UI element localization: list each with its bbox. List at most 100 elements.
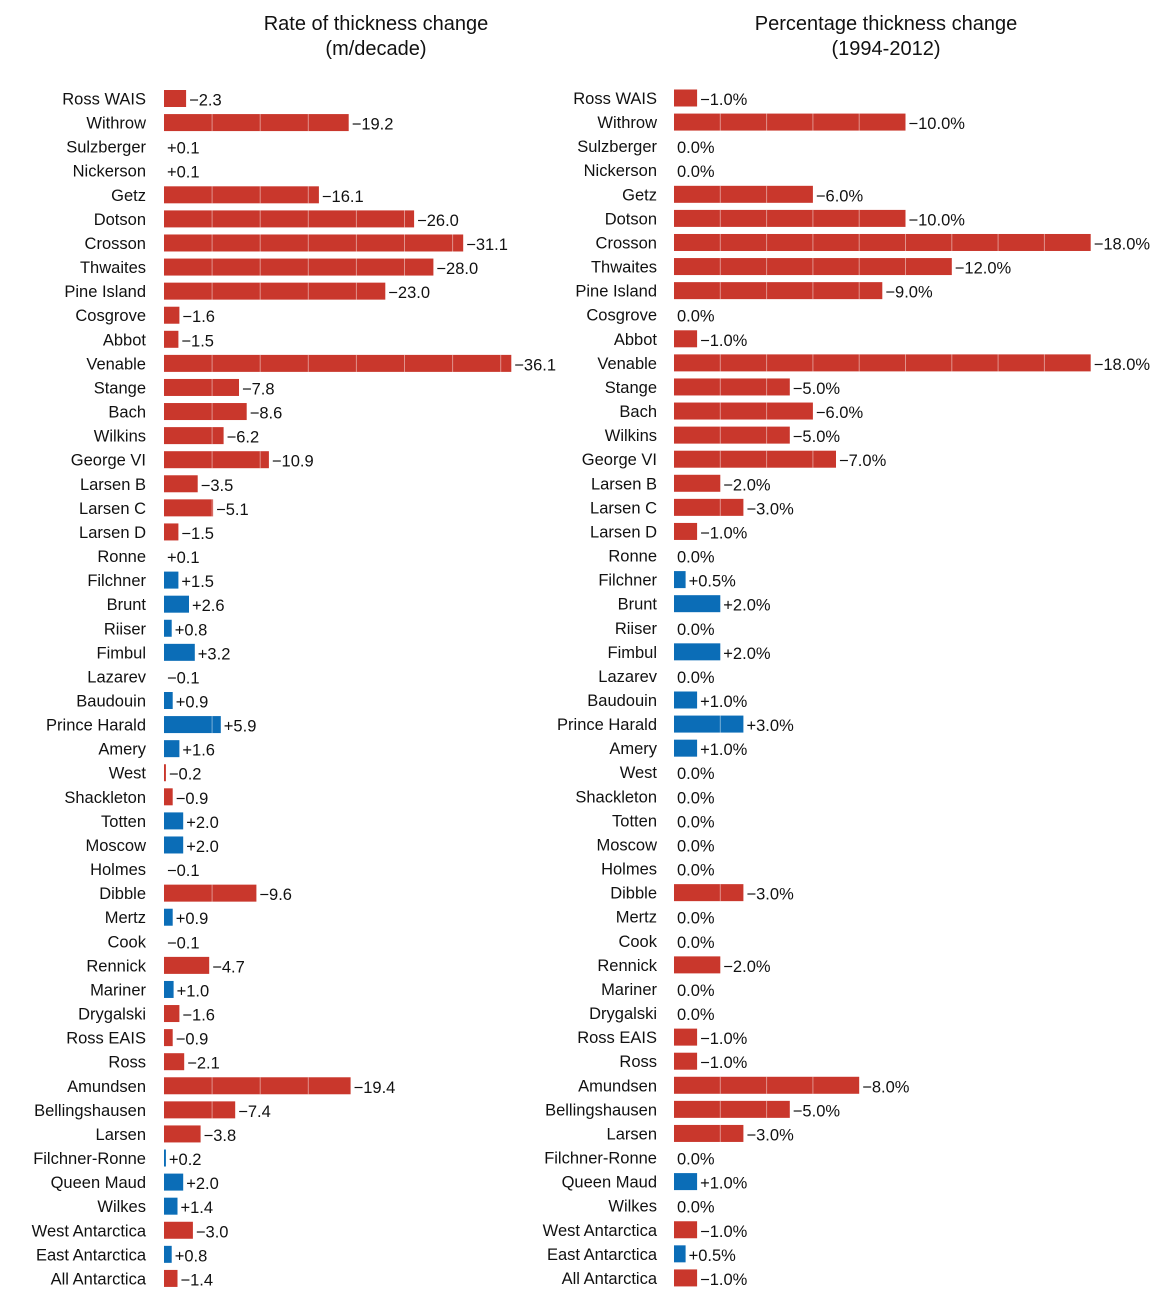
bar-withrow [674,113,906,131]
bar-amundsen [674,1076,860,1094]
value-label-abbot: −1.5 [181,332,214,350]
bar-ross-wais [674,89,698,107]
bar-prince-harald [674,715,744,733]
value-label-filchner-ronne: 0.0% [677,1151,715,1169]
category-label-cook: Cook [107,933,146,951]
bar-prince-harald [164,716,221,734]
category-label-larsen: Larsen [96,1126,146,1144]
category-label-wilkins: Wilkins [94,428,146,446]
value-label-withrow: −19.2 [352,116,394,134]
category-label-riiser: Riiser [104,620,147,638]
category-label-cosgrove: Cosgrove [75,307,146,325]
value-label-bach: −6.0% [816,404,864,422]
value-label-wilkins: −6.2 [227,429,260,447]
value-label-baudouin: +1.0% [700,693,748,711]
value-label-mertz: 0.0% [677,910,715,928]
category-label-getz: Getz [111,187,146,205]
value-label-cosgrove: −1.6 [182,308,215,326]
category-label-dotson: Dotson [605,210,657,228]
bar-filchner [674,571,686,589]
value-label-larsen-d: −1.0% [700,524,748,542]
bar-abbot [674,330,698,348]
value-label-wilkes: 0.0% [677,1199,715,1217]
value-label-drygalski: −1.6 [182,1007,215,1025]
bar-all-antarctica [674,1269,698,1287]
category-label-shackleton: Shackleton [575,788,657,806]
category-label-larsen: Larsen [607,1125,657,1143]
bar-larsen-b [674,474,721,492]
category-label-cook: Cook [618,933,657,951]
value-label-larsen-d: −1.5 [181,525,214,543]
value-label-all-antarctica: −1.0% [700,1271,748,1289]
value-label-mertz: +0.9 [176,910,209,928]
bar-ross [164,1053,185,1071]
bar-thwaites [674,258,952,276]
bar-east-antarctica [674,1245,686,1263]
value-label-george-vi: −10.9 [272,453,314,471]
category-label-filchner-ronne: Filchner-Ronne [33,1150,146,1168]
category-label-thwaites: Thwaites [591,259,657,277]
category-label-holmes: Holmes [90,861,146,879]
value-label-larsen-b: −3.5 [201,477,234,495]
bar-larsen-c [674,498,744,516]
value-label-wilkins: −5.0% [793,428,841,446]
bar-abbot [164,330,179,348]
value-label-dotson: −10.0% [909,211,966,229]
bar-baudouin [164,692,173,709]
category-label-sulzberger: Sulzberger [577,138,657,156]
bar-getz [164,186,319,204]
bar-brunt [674,595,721,613]
value-label-amery: +1.6 [182,742,215,760]
category-label-fimbul: Fimbul [96,644,146,662]
bar-filchner-ronne [164,1149,166,1167]
category-label-stange: Stange [605,379,657,397]
category-label-venable: Venable [597,355,657,373]
value-label-stange: −7.8 [242,380,275,398]
category-label-withrow: Withrow [597,114,657,132]
category-label-getz: Getz [622,186,657,204]
rate-panel: Rate of thickness change (m/decade) Ross… [32,13,556,1289]
category-label-ross: Ross [108,1054,146,1072]
value-label-queen-maud: +2.0 [186,1175,219,1193]
category-label-larsen-b: Larsen B [591,475,657,493]
bar-amundsen [164,1077,351,1095]
value-label-riiser: +0.8 [175,621,208,639]
category-label-dibble: Dibble [610,885,657,903]
value-label-all-antarctica: −1.4 [181,1271,214,1289]
category-label-withrow: Withrow [86,115,146,133]
category-label-fimbul: Fimbul [607,644,657,662]
value-label-amery: +1.0% [700,741,748,759]
category-label-ross: Ross [619,1053,657,1071]
value-label-venable: −18.0% [1094,356,1151,374]
bar-george-vi [164,451,269,469]
rate-subtitle: (m/decade) [325,38,426,60]
category-label-lazarev: Lazarev [87,668,146,686]
category-label-ross-wais: Ross WAIS [573,90,657,108]
value-label-amundsen: −19.4 [354,1079,396,1097]
value-label-dibble: −9.6 [259,886,292,904]
value-label-brunt: +2.0% [723,597,771,615]
value-label-pine-island: −23.0 [388,284,430,302]
value-label-prince-harald: +5.9 [224,718,257,736]
category-label-larsen-c: Larsen C [590,499,657,517]
value-label-ross-wais: −2.3 [189,92,222,110]
value-label-nickerson: 0.0% [677,163,715,181]
bar-venable [674,354,1091,372]
value-label-withrow: −10.0% [909,115,966,133]
value-label-pine-island: −9.0% [885,284,933,302]
category-label-west: West [620,764,658,782]
bar-cosgrove [164,306,180,324]
category-label-george-vi: George VI [582,451,657,469]
bar-pine-island [674,282,883,300]
value-label-holmes: −0.1 [167,862,200,880]
bar-east-antarctica [164,1245,172,1263]
value-label-lazarev: 0.0% [677,669,715,687]
bar-shackleton [164,788,173,806]
category-label-dibble: Dibble [99,885,146,903]
value-label-amundsen: −8.0% [862,1078,910,1096]
bar-west-antarctica [674,1221,698,1239]
bar-crosson [674,233,1091,251]
category-label-lazarev: Lazarev [598,668,657,686]
value-label-moscow: 0.0% [677,837,715,855]
